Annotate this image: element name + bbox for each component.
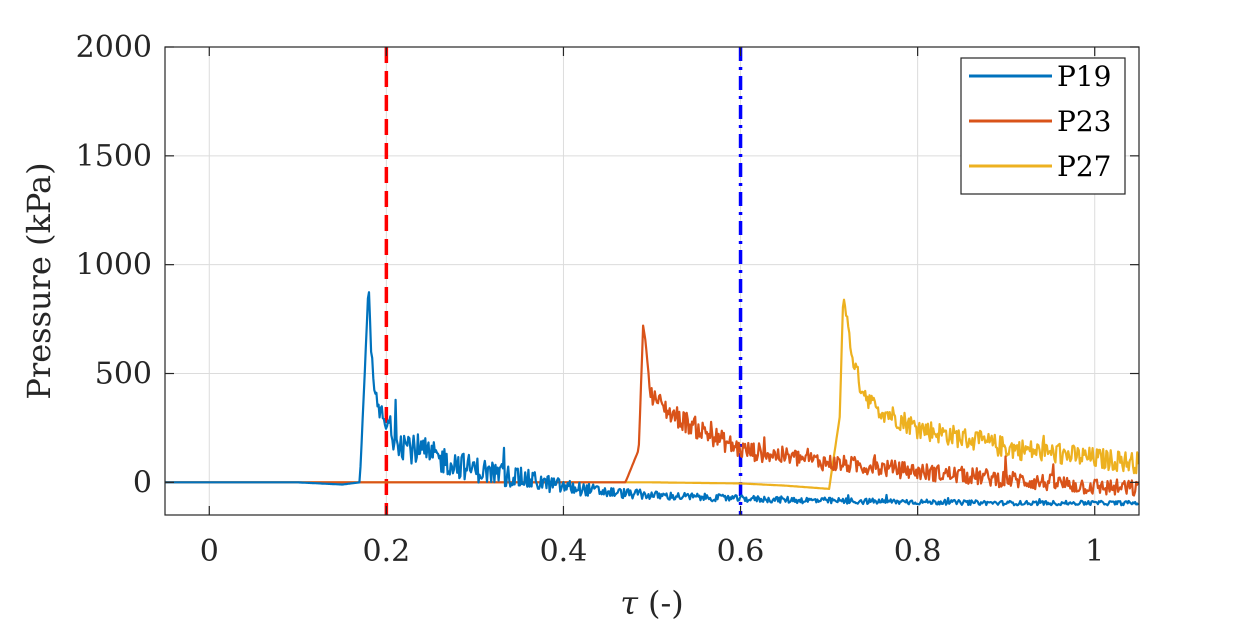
ticks	[165, 46, 1139, 515]
reference-lines	[384, 47, 743, 515]
plot-frame	[164, 46, 1140, 516]
legend: P19 P23 P27	[960, 57, 1126, 195]
x-axis-label: τ (-)	[620, 584, 683, 622]
legend-label-p23: P23	[1057, 105, 1111, 138]
x-tick-label: 1	[1085, 534, 1104, 569]
y-tick-label: 500	[95, 357, 152, 392]
legend-label-p19: P19	[1057, 60, 1111, 93]
x-tick-label: 0.2	[363, 534, 411, 569]
x-axis-symbol: τ	[620, 584, 639, 622]
x-axis-unit: (-)	[648, 584, 684, 622]
x-tick-label: 0	[200, 534, 219, 569]
legend-items: P19 P23 P27	[969, 60, 1111, 183]
series-lines	[165, 291, 1140, 507]
x-tick-label: 0.4	[540, 534, 588, 569]
y-tick-label: 1500	[76, 139, 152, 174]
legend-box	[960, 57, 1126, 195]
y-tick-label: 2000	[76, 30, 152, 65]
x-tick-label: 0.8	[894, 534, 942, 569]
legend-label-p27: P27	[1057, 150, 1111, 183]
series-line-p23	[165, 324, 1140, 497]
y-axis-label: Pressure (kPa)	[20, 162, 58, 399]
y-tick-label: 0	[133, 465, 152, 500]
x-tick-label: 0.6	[717, 534, 765, 569]
tick-labels: 0 0.2 0.4 0.6 0.8 1 0 500 1000 1500 2000	[76, 30, 1105, 569]
series-line-p19	[165, 291, 1140, 507]
y-tick-label: 1000	[76, 248, 152, 283]
